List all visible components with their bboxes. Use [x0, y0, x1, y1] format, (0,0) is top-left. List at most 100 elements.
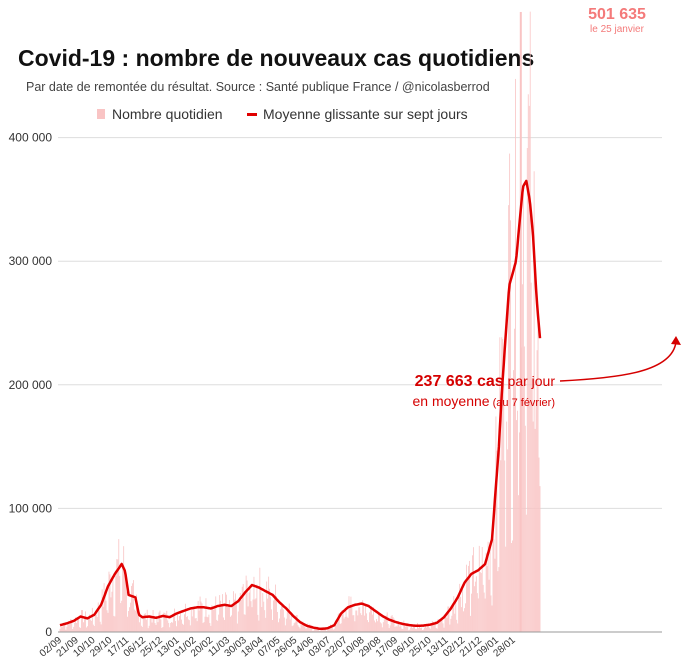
daily-bar — [306, 628, 308, 632]
daily-bar — [463, 611, 464, 632]
daily-bar — [101, 589, 103, 632]
daily-bar — [498, 567, 500, 632]
daily-bar — [245, 575, 247, 632]
daily-bar — [113, 615, 115, 632]
daily-bar — [261, 606, 263, 632]
daily-bar — [213, 609, 215, 632]
daily-bar — [183, 624, 184, 632]
daily-bar — [309, 624, 311, 632]
annotation-date: (au 7 février) — [490, 397, 555, 409]
legend: Nombre quotidien Moyenne glissante sur s… — [97, 106, 468, 122]
daily-bar — [233, 599, 235, 632]
daily-bar — [399, 626, 401, 632]
daily-bar — [391, 615, 393, 632]
daily-bar — [415, 629, 416, 632]
daily-bar — [443, 627, 445, 632]
daily-bar — [222, 594, 224, 632]
daily-bar — [468, 565, 469, 632]
daily-bar — [169, 627, 171, 632]
daily-bar — [537, 305, 539, 632]
daily-bar — [144, 613, 146, 632]
daily-bar — [137, 610, 139, 632]
daily-bar — [167, 620, 169, 632]
annotation-arrow-head — [671, 336, 681, 345]
daily-bar — [326, 630, 327, 632]
daily-bar — [264, 610, 266, 632]
daily-bar — [376, 619, 377, 632]
daily-bar — [231, 615, 232, 632]
daily-bar — [72, 628, 74, 632]
daily-bar — [439, 618, 441, 632]
daily-bar — [531, 378, 533, 632]
daily-bar — [136, 603, 138, 632]
daily-bar — [128, 611, 129, 632]
daily-bar — [359, 607, 361, 632]
daily-bar — [475, 576, 477, 632]
daily-bar — [466, 564, 467, 632]
annotation-line1: 237 663 cas par jour — [415, 373, 556, 390]
daily-bar — [357, 615, 359, 632]
daily-bar — [323, 628, 324, 632]
daily-bar — [506, 421, 508, 632]
daily-bar — [230, 616, 231, 632]
daily-bar — [236, 623, 238, 632]
daily-bar — [503, 383, 505, 632]
daily-bar — [100, 624, 102, 632]
daily-bar — [105, 600, 107, 632]
y-tick-label: 400 000 — [9, 131, 53, 145]
annotation-line2-text: en moyenne — [413, 393, 490, 409]
daily-bar — [215, 596, 217, 632]
daily-bar — [454, 613, 456, 632]
daily-bar — [253, 576, 255, 632]
daily-bar — [251, 607, 253, 632]
daily-bar — [379, 622, 381, 632]
daily-bar — [110, 597, 112, 632]
daily-bar — [474, 581, 476, 632]
daily-bar — [524, 425, 526, 632]
daily-bar — [294, 622, 296, 632]
daily-bar — [195, 617, 197, 632]
daily-bar — [301, 625, 303, 632]
daily-bar — [485, 552, 487, 632]
daily-bar — [539, 486, 541, 632]
daily-bar — [528, 105, 530, 632]
daily-bar — [138, 622, 140, 632]
daily-bar — [532, 421, 534, 632]
daily-bar — [194, 618, 196, 632]
chart-subtitle: Par date de remontée du résultat. Source… — [26, 80, 490, 94]
daily-bar — [153, 617, 155, 632]
daily-bar — [486, 566, 488, 632]
daily-bar — [244, 614, 246, 632]
daily-bar — [446, 617, 448, 632]
peak-value-label: 501 635 — [588, 6, 646, 23]
daily-bars — [59, 11, 541, 633]
daily-bar — [331, 626, 333, 632]
daily-bar — [278, 622, 279, 632]
daily-bar — [325, 627, 326, 632]
daily-bar — [380, 623, 382, 632]
daily-bar — [91, 607, 93, 632]
daily-bar — [184, 603, 186, 632]
daily-bar — [121, 600, 123, 632]
daily-bar — [64, 623, 66, 632]
daily-bar — [102, 606, 104, 632]
daily-bar — [360, 613, 362, 632]
daily-bar — [402, 628, 404, 632]
daily-bar — [71, 619, 73, 632]
daily-bar — [81, 610, 82, 632]
daily-bar — [316, 627, 318, 632]
daily-bar — [269, 588, 271, 632]
daily-bar — [507, 449, 509, 632]
daily-bar — [82, 610, 83, 632]
daily-bar — [257, 614, 259, 632]
daily-bar — [396, 626, 398, 632]
daily-bar — [239, 592, 241, 632]
daily-bar — [218, 614, 220, 632]
daily-bar — [417, 623, 418, 632]
daily-bar — [510, 220, 512, 632]
daily-bar — [440, 620, 442, 632]
daily-bar — [389, 625, 391, 632]
daily-bar — [221, 604, 223, 632]
daily-bar — [247, 606, 249, 632]
daily-bar — [473, 586, 475, 632]
